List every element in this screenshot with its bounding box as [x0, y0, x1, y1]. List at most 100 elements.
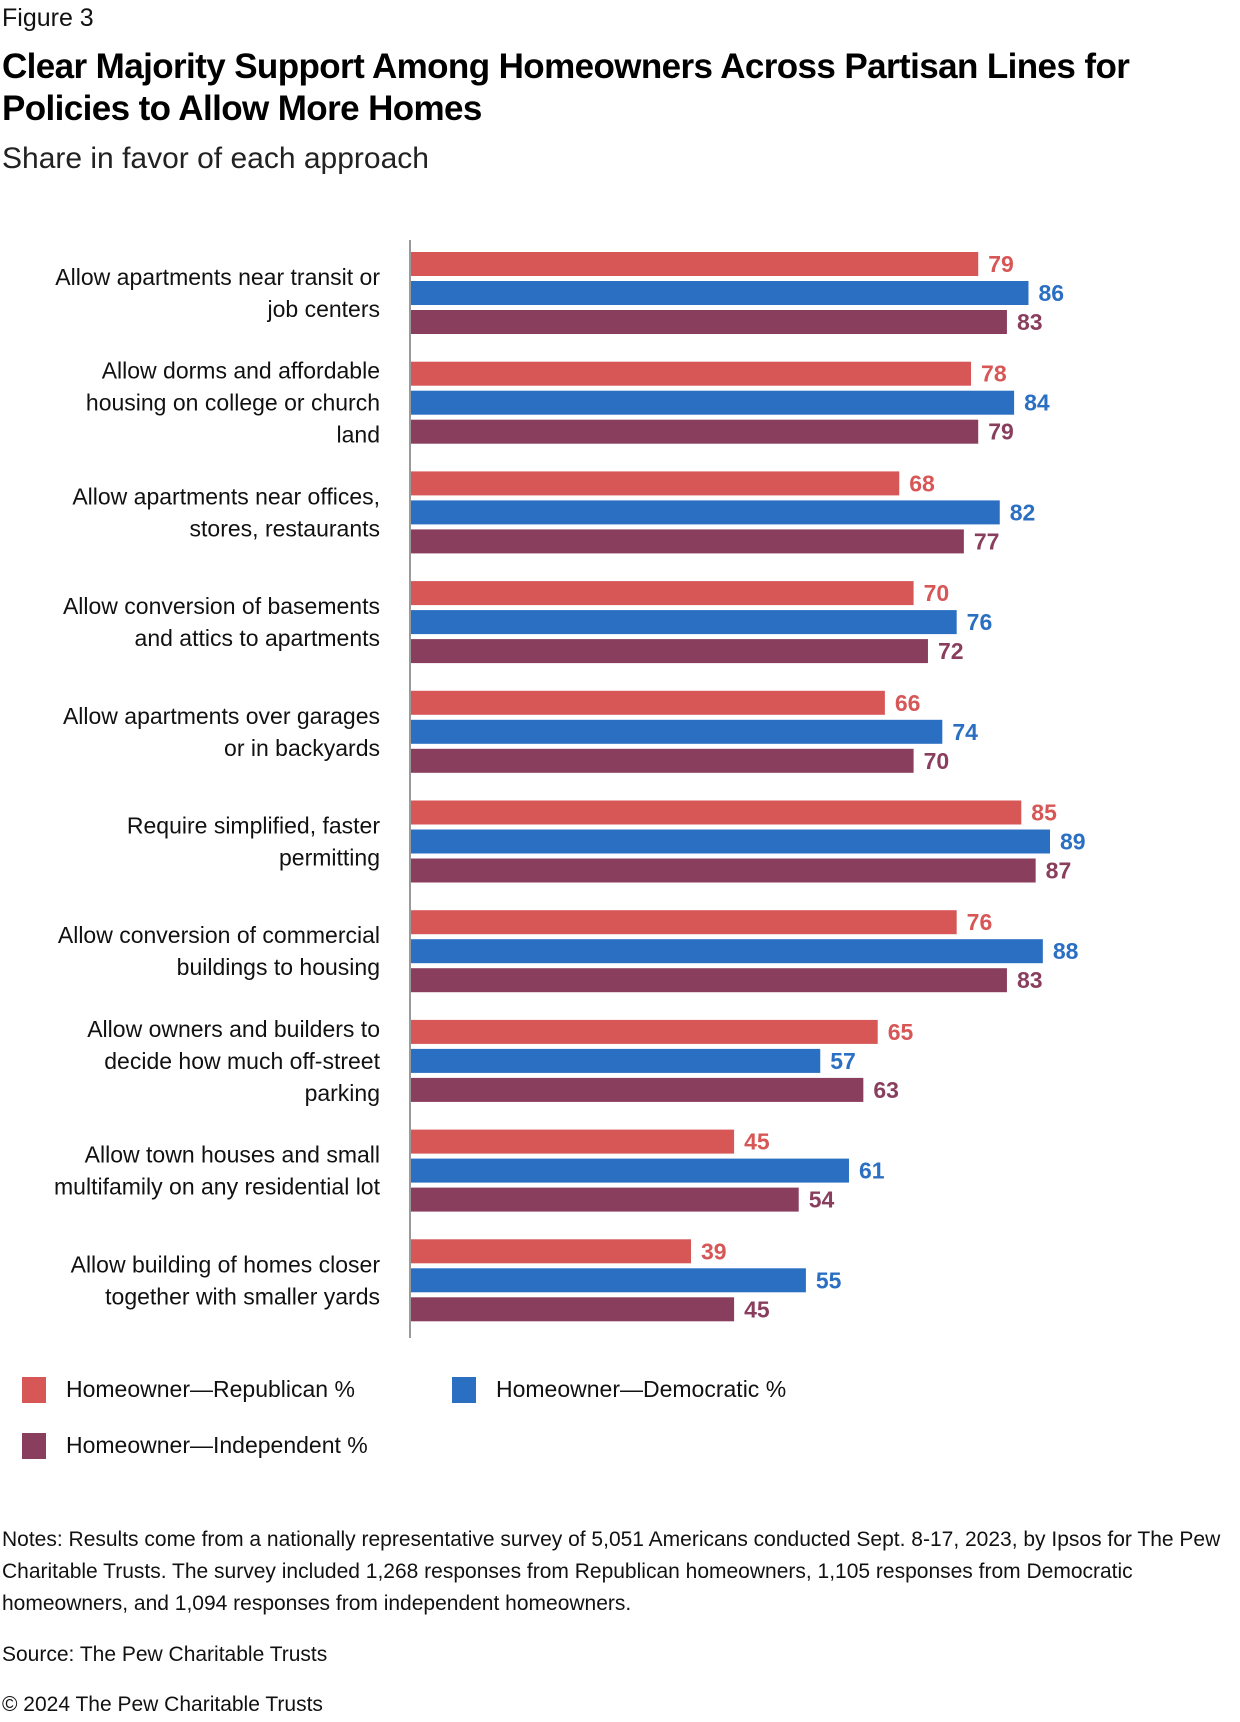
bar-independent: [411, 639, 928, 664]
bar-independent: [411, 529, 964, 554]
bar-democratic: [411, 1048, 821, 1073]
chart-notes: Notes: Results come from a nationally re…: [2, 1528, 1221, 1615]
legend-label-democratic: Homeowner—Democratic %: [496, 1376, 787, 1402]
bar-republican: [411, 1239, 692, 1264]
category-label-line: decide how much off-street: [104, 1048, 380, 1074]
bar-independent: [411, 858, 1036, 883]
value-label-independent: 70: [924, 748, 950, 774]
category-label-line: Allow conversion of commercial: [58, 922, 380, 948]
category-label: Allow conversion of basements and attics …: [63, 593, 380, 651]
category-label-line: and attics to apartments: [135, 625, 380, 651]
category-label: Allow apartments near transit or job cent…: [55, 264, 380, 322]
category-label-line: Allow apartments near offices,: [72, 483, 380, 509]
bar-democratic: [411, 610, 957, 635]
value-label-independent: 83: [1017, 967, 1043, 993]
bar-democratic: [411, 829, 1051, 854]
category-label: Allow owners and builders to decide how m…: [87, 1016, 380, 1106]
value-label-democratic: 84: [1024, 390, 1050, 416]
category-label-line: job centers: [266, 296, 380, 322]
category-label-line: stores, restaurants: [190, 515, 380, 541]
category-label-line: Allow town houses and small: [85, 1142, 380, 1168]
bar-democratic: [411, 1268, 806, 1293]
value-label-independent: 77: [974, 528, 1000, 554]
category-labels-group: Allow apartments near transit or job cent…: [54, 264, 381, 1309]
legend-item-democratic: Homeowner—Democratic %: [452, 1376, 786, 1403]
legend-item-republican: Homeowner—Republican %: [22, 1376, 355, 1403]
bar-independent: [411, 1187, 799, 1212]
value-label-republican: 70: [924, 580, 950, 606]
value-label-democratic: 55: [816, 1267, 842, 1293]
value-label-republican: 39: [701, 1238, 727, 1264]
value-label-democratic: 86: [1038, 280, 1064, 306]
category-label-line: or in backyards: [224, 735, 380, 761]
value-label-democratic: 76: [967, 609, 993, 635]
value-label-independent: 45: [744, 1296, 770, 1322]
value-label-independent: 83: [1017, 309, 1043, 335]
category-label-line: land: [337, 422, 380, 448]
bar-republican: [411, 1129, 735, 1154]
value-label-republican: 66: [895, 690, 921, 716]
bar-democratic: [411, 500, 1000, 525]
value-label-independent: 79: [988, 419, 1014, 445]
legend-label-republican: Homeowner—Republican %: [66, 1376, 355, 1402]
bar-independent: [411, 1297, 735, 1322]
category-label: Allow conversion of commercial buildings …: [58, 922, 380, 980]
category-label: Allow dorms and affordable housing on col…: [86, 358, 380, 448]
bar-independent: [411, 310, 1007, 334]
category-label-line: parking: [305, 1080, 380, 1106]
category-label-line: Allow dorms and affordable: [102, 358, 380, 384]
legend-swatch-republican: [22, 1376, 46, 1403]
category-label-line: Allow building of homes closer: [71, 1251, 381, 1277]
bar-republican: [411, 690, 885, 715]
category-label: Allow apartments over garages or in backy…: [63, 703, 380, 761]
bar-republican: [411, 910, 957, 935]
value-label-republican: 76: [967, 909, 993, 935]
bar-independent: [411, 968, 1007, 993]
chart-source: Source: The Pew Charitable Trusts: [2, 1643, 328, 1666]
bar-republican: [411, 800, 1022, 825]
bar-republican: [411, 252, 979, 276]
value-label-democratic: 82: [1010, 499, 1036, 525]
value-label-republican: 65: [888, 1019, 914, 1045]
value-label-democratic: 74: [952, 719, 978, 745]
bar-chart: 7986837884796882777076726674708589877688…: [54, 240, 1086, 1338]
bar-democratic: [411, 719, 943, 744]
value-label-republican: 78: [981, 361, 1007, 387]
chart-title: Clear Majority Support Among Homeowners …: [2, 47, 1130, 128]
legend-swatch-democratic: [452, 1376, 476, 1403]
category-label-line: Require simplified, faster: [127, 813, 380, 839]
category-label: Allow town houses and small multifamily o…: [54, 1142, 381, 1200]
value-label-republican: 79: [988, 251, 1014, 277]
bar-democratic: [411, 390, 1015, 415]
legend-swatch-independent: [22, 1432, 46, 1459]
value-label-democratic: 57: [830, 1048, 856, 1074]
category-label-line: Allow owners and builders to: [87, 1016, 380, 1042]
bar-republican: [411, 1019, 878, 1044]
category-label-line: together with smaller yards: [105, 1283, 380, 1309]
chart-subtitle: Share in favor of each approach: [2, 142, 429, 175]
bar-republican: [411, 581, 914, 606]
value-label-democratic: 88: [1053, 938, 1079, 964]
value-label-democratic: 61: [859, 1158, 885, 1184]
legend-label-independent: Homeowner—Independent %: [66, 1432, 368, 1458]
category-label-line: permitting: [279, 845, 380, 871]
category-label-line: Allow apartments near transit or: [55, 264, 380, 290]
bar-republican: [411, 361, 972, 386]
category-label-line: Allow conversion of basements: [63, 593, 380, 619]
category-label-line: housing on college or church: [86, 390, 380, 416]
bar-independent: [411, 419, 979, 444]
category-label: Require simplified, faster permitting: [127, 813, 380, 871]
category-label-line: Allow apartments over garages: [63, 703, 380, 729]
chart-copyright: © 2024 The Pew Charitable Trusts: [2, 1693, 323, 1716]
legend-item-independent: Homeowner—Independent %: [22, 1432, 368, 1459]
bar-democratic: [411, 939, 1043, 964]
bar-democratic: [411, 1158, 849, 1183]
value-label-independent: 63: [873, 1077, 899, 1103]
value-label-independent: 87: [1046, 858, 1072, 884]
value-label-democratic: 89: [1060, 829, 1086, 855]
value-label-independent: 54: [809, 1187, 835, 1213]
category-label-line: buildings to housing: [177, 954, 380, 980]
value-label-republican: 45: [744, 1129, 770, 1155]
bars-group: 7986837884796882777076726674708589877688…: [411, 251, 1086, 1322]
bar-independent: [411, 748, 914, 773]
